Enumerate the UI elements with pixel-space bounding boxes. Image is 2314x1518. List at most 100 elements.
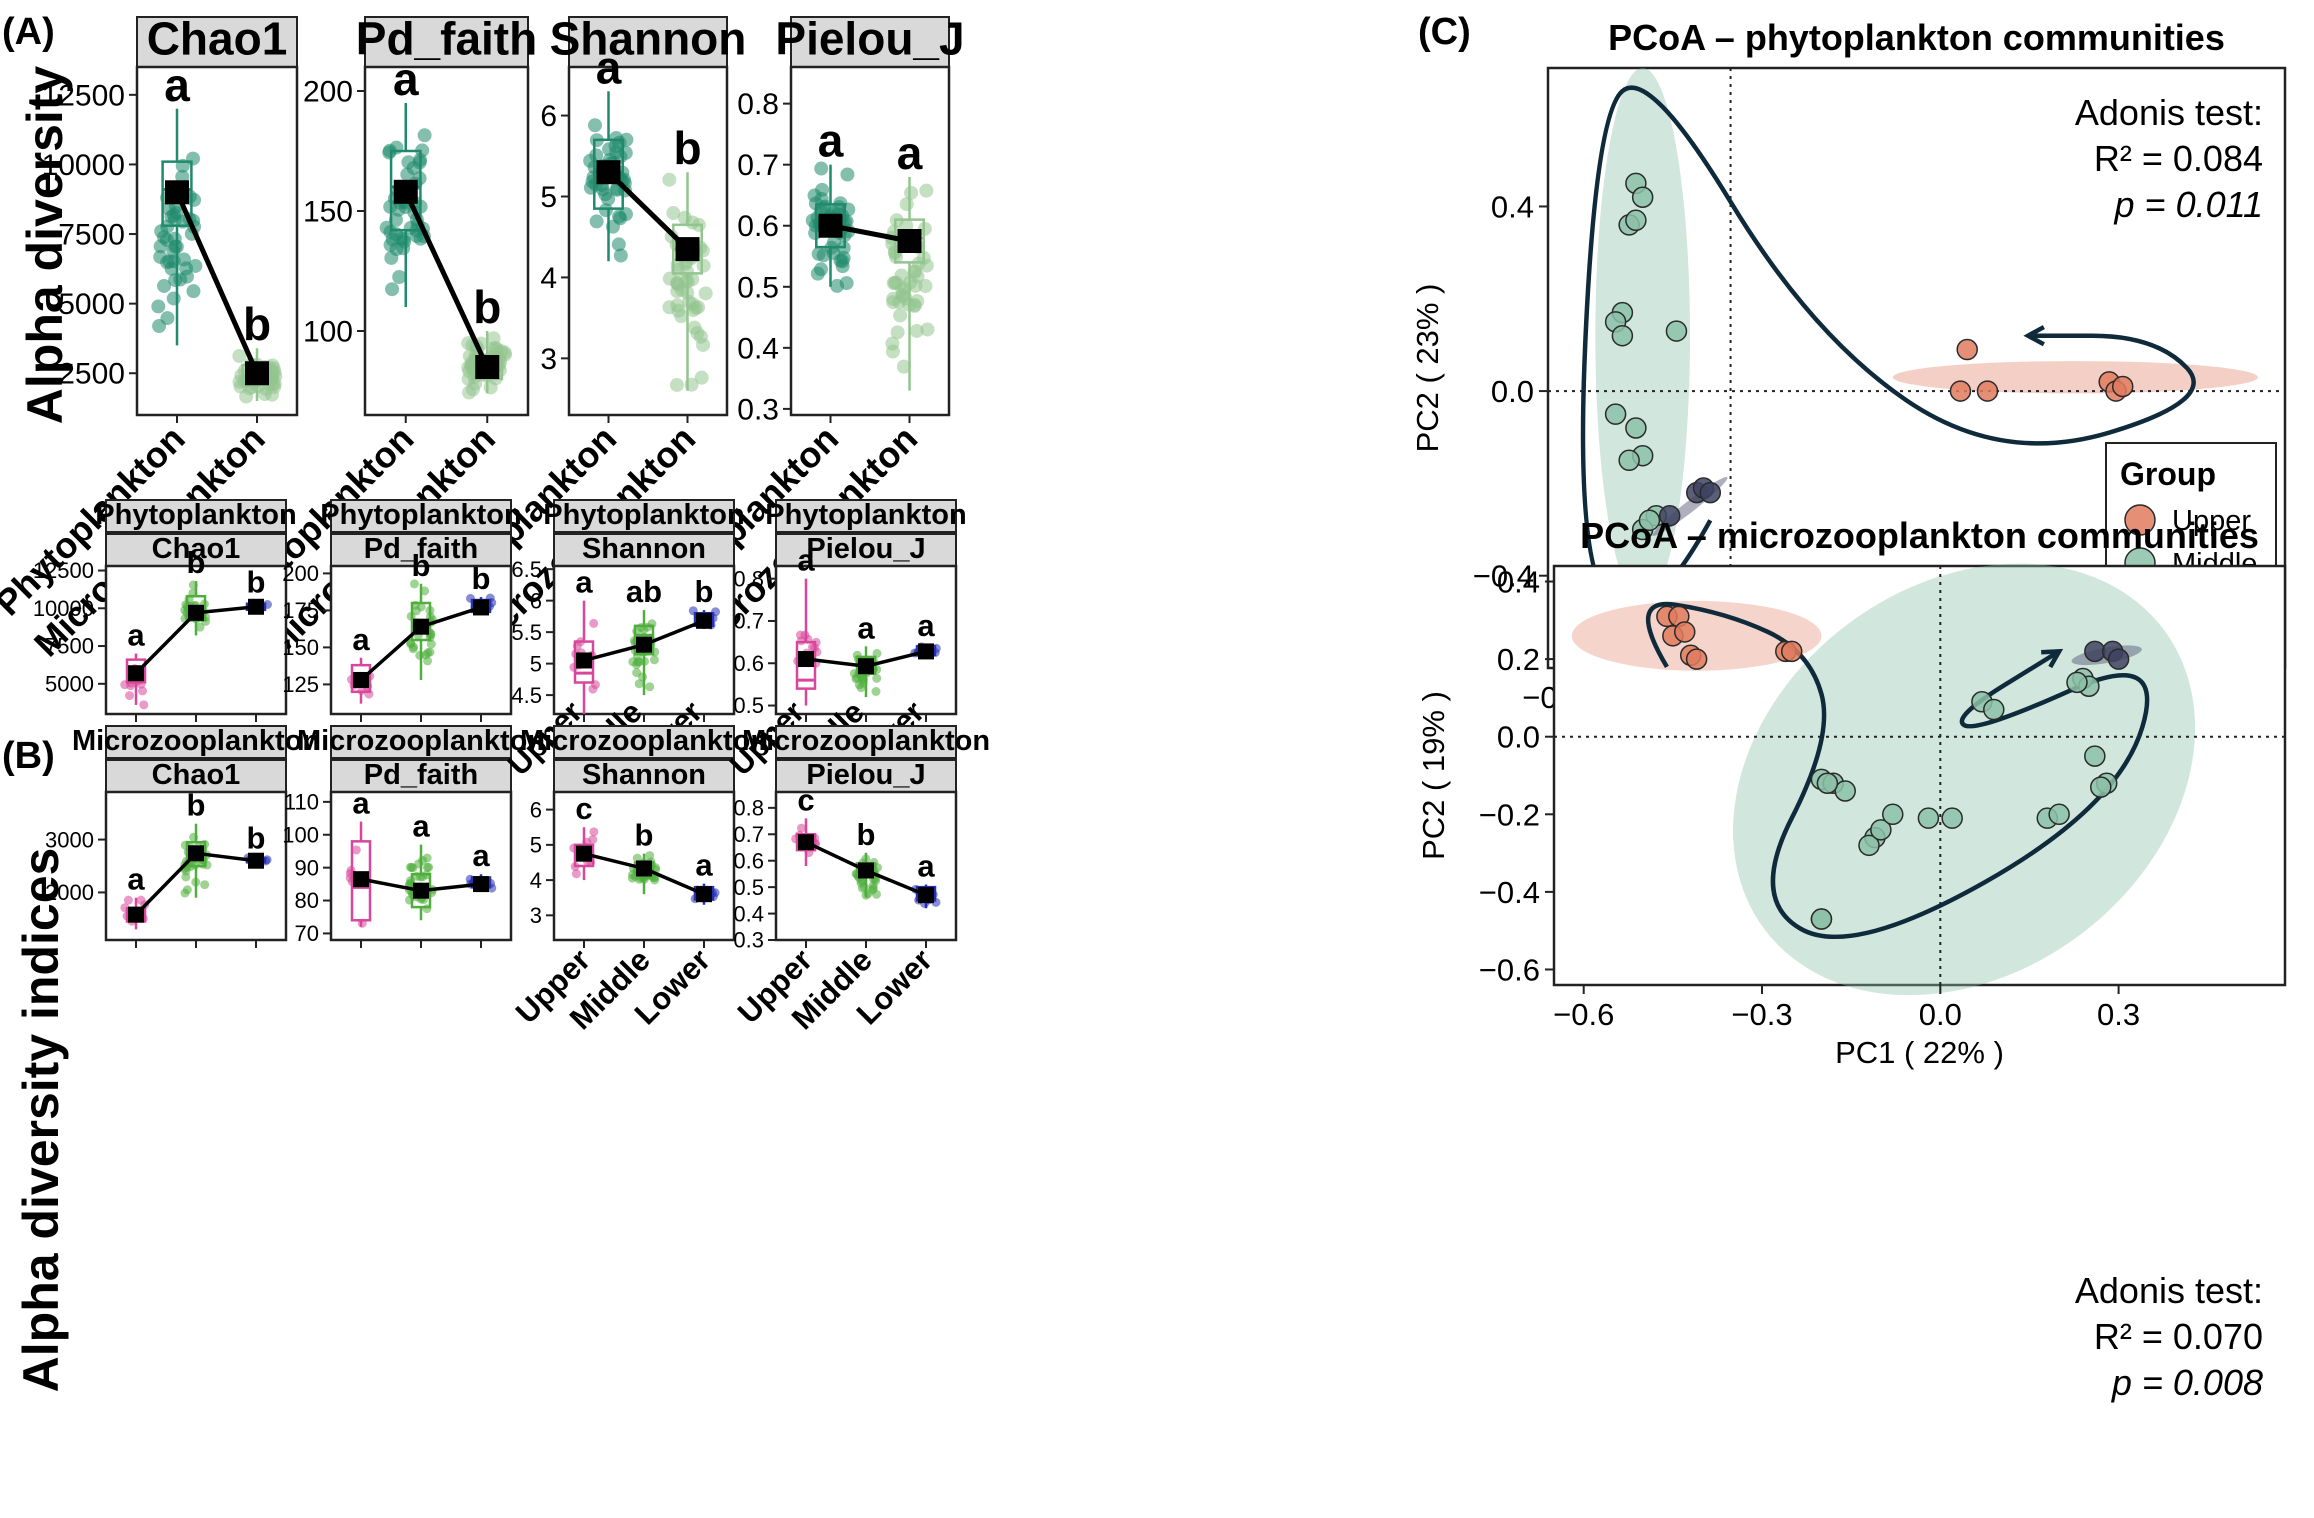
point-middle [1858, 834, 1880, 857]
mean-marker [473, 599, 489, 616]
significance-letter: b [187, 545, 206, 580]
significance-letter: a [164, 59, 190, 111]
y-tick-label: 12500 [33, 558, 94, 583]
mean-marker [596, 160, 621, 185]
y-tick-label: 4 [540, 262, 557, 295]
significance-letter: c [797, 782, 814, 817]
facet-strip-top [330, 499, 512, 533]
point-upper [1780, 640, 1803, 663]
jitter-point [152, 319, 167, 334]
jitter-point [840, 167, 855, 182]
jitter-point [885, 336, 900, 351]
facet-strip [330, 533, 512, 567]
y-tick-label: 0.4 [737, 332, 779, 365]
y-tick-label: 150 [282, 635, 319, 660]
jitter-point [693, 329, 708, 344]
boxplot-pd_faith: Pd_faithPhytoplankton125150175200aUpperb… [282, 499, 522, 722]
y-tick-label: 5000 [58, 288, 125, 321]
box [795, 640, 817, 690]
jitter-point [351, 845, 361, 855]
jitter-point [186, 284, 201, 299]
facet-strip-label: Chao1 [152, 759, 241, 791]
y-tick-label: 175 [282, 598, 319, 623]
x-tick-label: −0.6 [1553, 997, 1614, 1032]
y-axis-label: PC2 ( 19% ) [1416, 691, 1451, 860]
y-tick-label: 3 [540, 343, 557, 376]
jitter-point [138, 686, 148, 696]
jitter-point [166, 291, 181, 306]
significance-letter: b [473, 281, 501, 333]
point-middle [2084, 745, 2106, 767]
jitter-point [153, 239, 168, 254]
y-tick-label: 7500 [45, 634, 94, 659]
facet-strip [775, 533, 957, 567]
jitter-point [611, 237, 626, 252]
mean-marker [128, 665, 144, 682]
facet-strip-label: Shannon [550, 13, 747, 65]
jitter-point [919, 183, 934, 198]
y-tick-label: 80 [295, 888, 319, 913]
facet-strip-label: Pd_faith [356, 13, 537, 65]
facet-strip [330, 759, 512, 793]
jitter-point [618, 207, 633, 222]
legend-title: Group [2120, 456, 2216, 492]
jitter-point [416, 602, 426, 612]
y-tick-label: −0.2 [1479, 797, 1540, 832]
y-tick-label: 90 [295, 855, 319, 880]
facet-strip [136, 16, 298, 68]
jitter-point [422, 853, 432, 863]
facet-strip-top [775, 725, 957, 759]
facet-strip [568, 16, 728, 68]
y-tick-label: 0.4 [1497, 565, 1540, 600]
significance-letter: a [917, 608, 935, 643]
point-upper [2111, 375, 2134, 398]
significance-letter: a [352, 622, 370, 657]
mean-marker [818, 213, 843, 238]
point-lower [1699, 481, 1722, 504]
significance-letter: a [818, 115, 844, 167]
significance-letter: a [352, 786, 370, 821]
y-tick-label: 5000 [45, 671, 94, 696]
point-upper [1976, 380, 1999, 402]
mean-line [830, 223, 910, 244]
y-tick-label: −0.4 [1473, 559, 1534, 594]
box [161, 160, 193, 227]
panel-label-c: (C) [1418, 11, 1471, 53]
jitter-point [814, 161, 829, 176]
facet-strip-top-label: Phytoplankton [543, 499, 744, 531]
point-middle [1625, 417, 1647, 439]
mean-marker [798, 651, 814, 668]
jitter-point [613, 248, 628, 263]
mean-marker [675, 237, 700, 262]
point-middle [1941, 807, 1963, 829]
point-middle [2066, 671, 2088, 694]
mean-line [606, 170, 690, 251]
significance-letter: a [127, 618, 145, 653]
y-tick-label: 2000 [45, 880, 94, 905]
jitter-point [909, 323, 924, 338]
facet-strip [364, 16, 529, 68]
jitter-point [409, 579, 419, 589]
jitter-point [125, 691, 135, 701]
jitter-point [633, 657, 643, 667]
mean-marker [245, 361, 269, 386]
mean-marker [165, 180, 189, 205]
point-middle [2048, 803, 2070, 826]
point-upper [1673, 621, 1696, 643]
facet-strip-label: Pd_faith [364, 533, 478, 565]
mean-marker [473, 876, 489, 893]
jitter-point [151, 299, 166, 314]
jitter-point [666, 206, 681, 221]
mean-marker [248, 852, 264, 869]
jitter-point [200, 880, 210, 890]
y-tick-label: 6 [540, 100, 557, 133]
y-tick-label: 0.2 [1497, 642, 1540, 677]
mean-marker [576, 652, 592, 669]
significance-letter: b [635, 818, 654, 853]
jitter-point [815, 182, 830, 197]
plot-frame [135, 65, 299, 417]
y-tick-label: 0.6 [733, 651, 764, 676]
mean-marker [858, 658, 874, 675]
jitter-point [385, 282, 400, 297]
y-tick-label: 6 [530, 797, 542, 822]
